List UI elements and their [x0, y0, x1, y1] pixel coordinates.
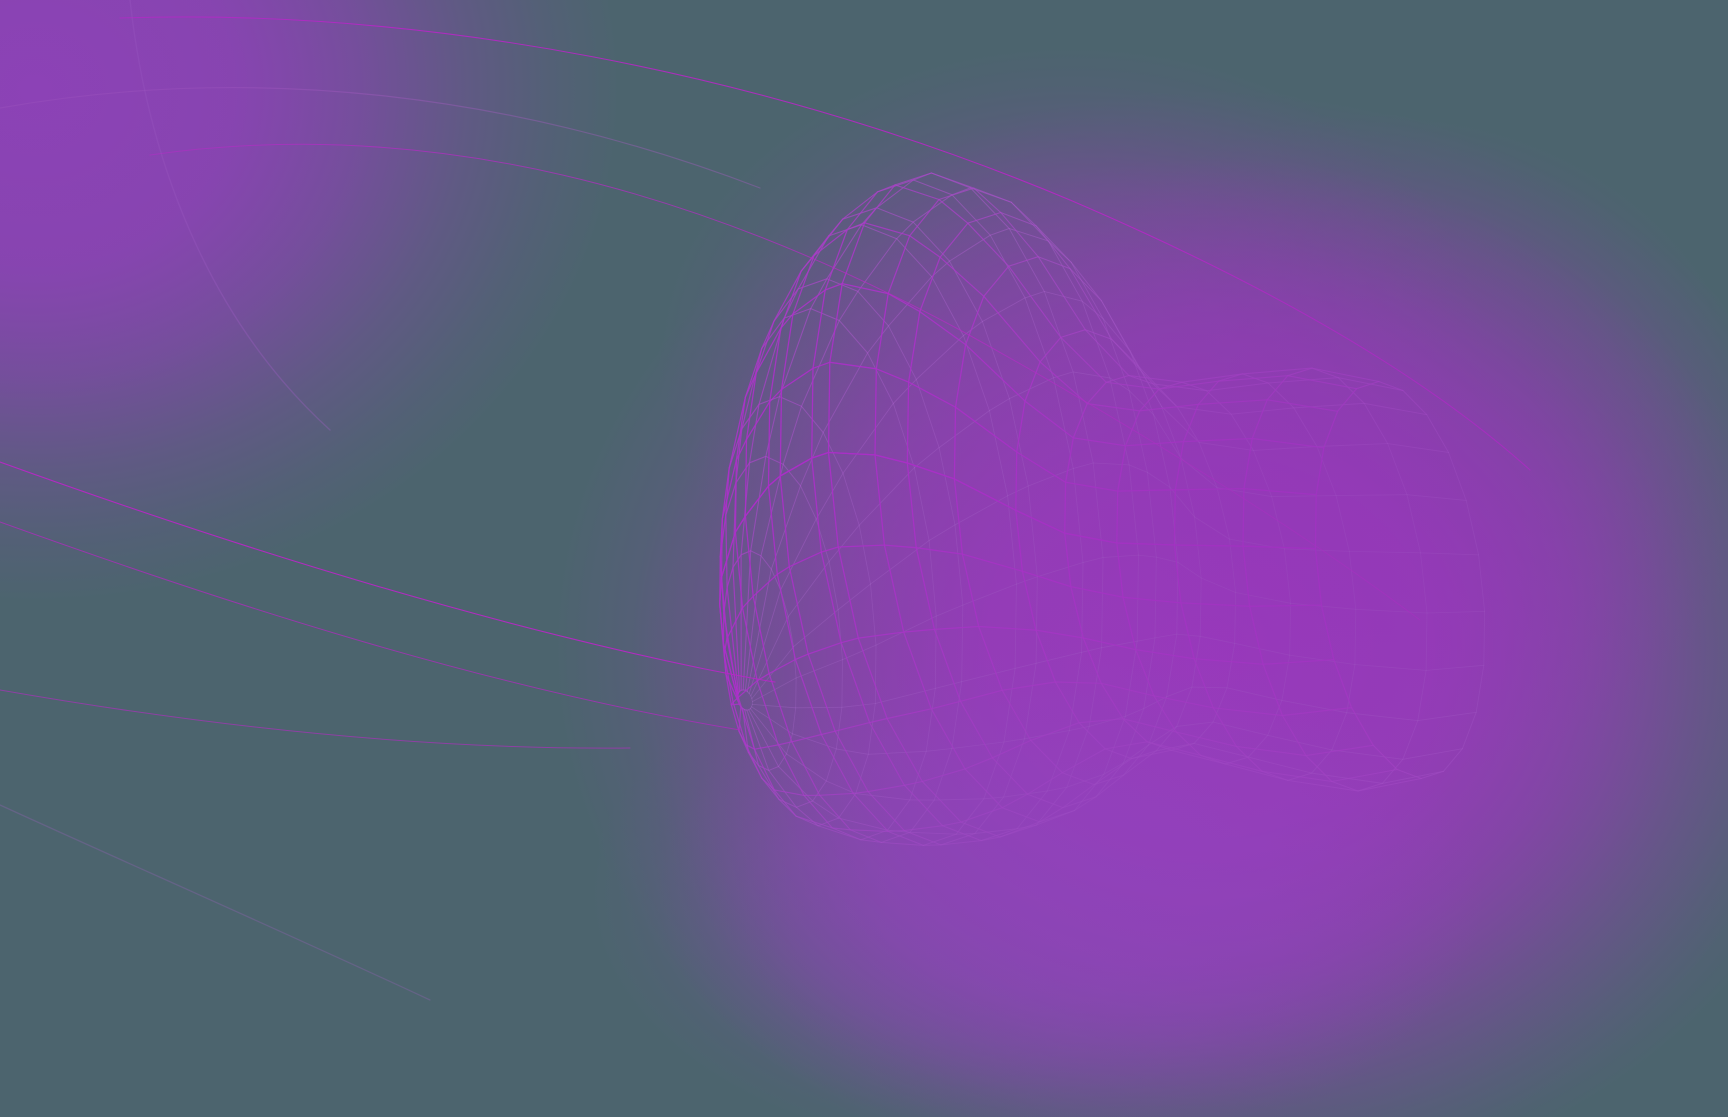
foreground-haze-1 [1002, 111, 1728, 782]
foreground-haze-3 [0, 0, 381, 403]
foreground-haze-2 [656, 647, 1486, 1117]
low-sweep-1 [0, 689, 631, 749]
left-lower-curve [0, 804, 431, 1001]
